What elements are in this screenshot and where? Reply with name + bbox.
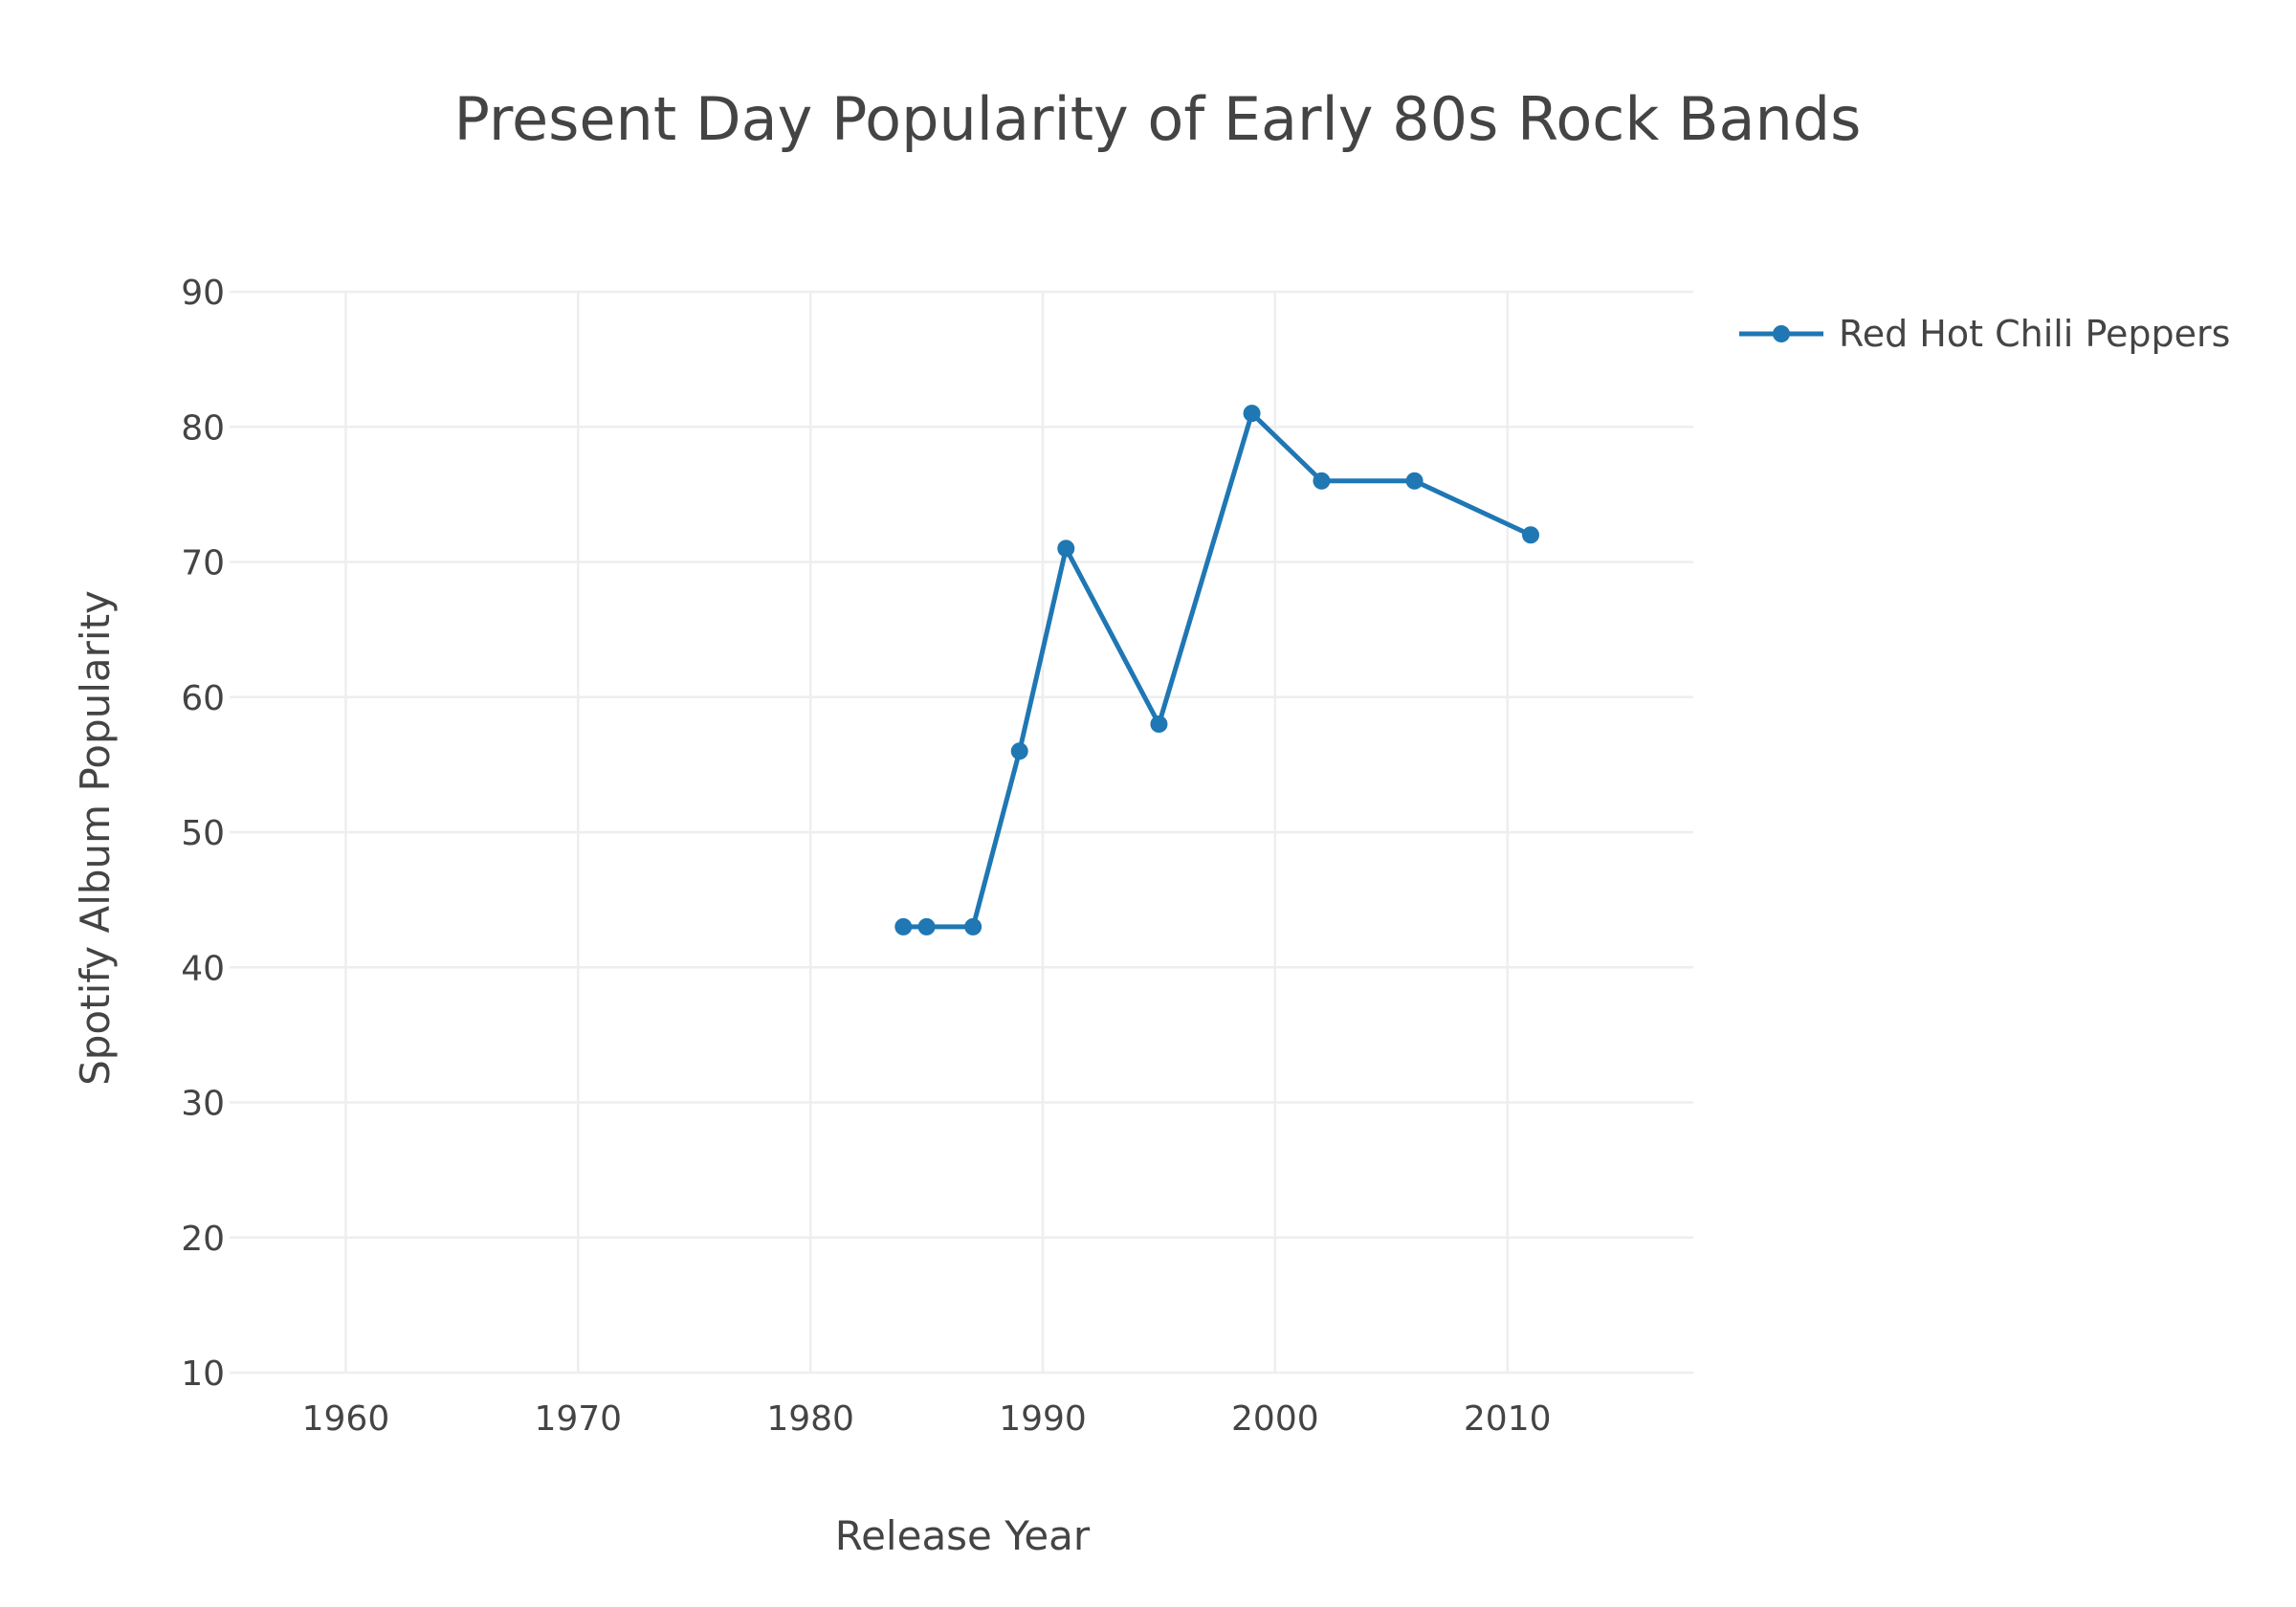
data-point[interactable] <box>1057 539 1075 558</box>
tick-labels: 10 20 30 40 50 60 70 80 90 1960 1970 1980 1990 2000 20… <box>181 274 1551 1439</box>
y-tick-label: 30 <box>181 1085 225 1124</box>
grid <box>230 290 1693 1375</box>
x-tick-label: 1980 <box>766 1399 854 1439</box>
x-tick-label: 1970 <box>534 1399 622 1439</box>
data-point[interactable] <box>1522 526 1539 544</box>
x-tick-label: 1960 <box>302 1399 390 1439</box>
x-tick-label: 1990 <box>999 1399 1087 1439</box>
legend-label: Red Hot Chili Peppers <box>1839 313 2230 355</box>
y-tick-label: 40 <box>181 949 225 988</box>
y-axis-title: Spotify Album Popularity <box>72 590 119 1086</box>
x-tick-label: 2010 <box>1464 1399 1552 1439</box>
data-point[interactable] <box>1313 472 1331 490</box>
y-tick-label: 90 <box>181 274 225 313</box>
data-point[interactable] <box>1243 405 1261 423</box>
data-point[interactable] <box>964 917 982 936</box>
y-tick-label: 70 <box>181 544 225 583</box>
x-tick-label: 2000 <box>1231 1399 1319 1439</box>
data-point[interactable] <box>894 917 913 936</box>
chart-title: Present Day Popularity of Early 80s Rock… <box>454 84 1862 154</box>
y-tick-label: 50 <box>181 814 225 853</box>
legend-marker-swatch <box>1773 325 1790 342</box>
y-tick-label: 20 <box>181 1220 225 1259</box>
y-tick-label: 60 <box>181 679 225 718</box>
x-axis-title: Release Year <box>835 1512 1091 1559</box>
data-point[interactable] <box>1405 472 1424 490</box>
data-point[interactable] <box>917 917 936 936</box>
series-line <box>900 410 1534 930</box>
data-point[interactable] <box>1150 715 1168 733</box>
data-point[interactable] <box>1010 742 1028 760</box>
y-tick-label: 10 <box>181 1354 225 1394</box>
series-layer <box>894 405 1539 936</box>
legend[interactable]: Red Hot Chili Peppers <box>1739 313 2230 355</box>
y-tick-label: 80 <box>181 408 225 448</box>
